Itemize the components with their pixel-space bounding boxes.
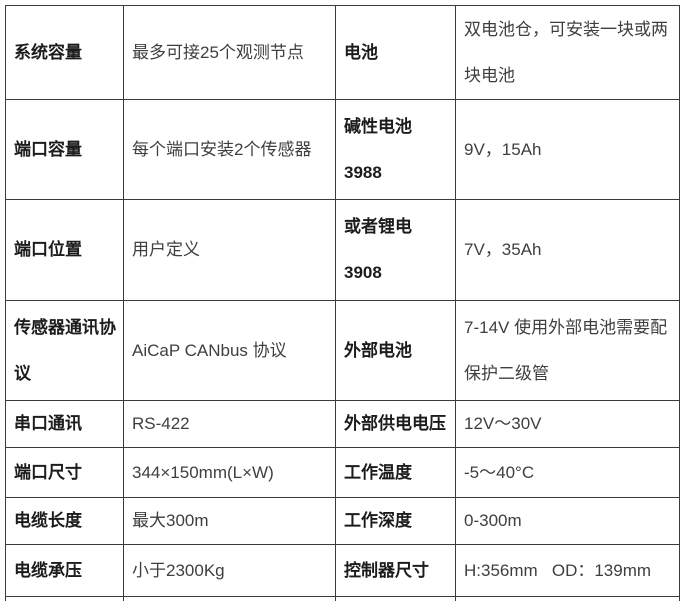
spec-value: 最多可接25个观测节点 (123, 5, 336, 100)
table-row: 端口容量 每个端口安装2个传感器 碱性电池 3988 9V，15Ah (5, 99, 680, 200)
spec-label: 碱性电池 3988 (335, 99, 456, 200)
spec-value: 每个端口安装2个传感器 (123, 99, 336, 200)
spec-label: 或者锂电 3908 (335, 199, 456, 301)
table-row: 端口尺寸 344×150mm(L×W) 工作温度 -5～40°C (5, 447, 680, 498)
spec-label: 传感器通讯协 议 (5, 300, 124, 401)
spec-label: 串口通讯 (5, 400, 124, 448)
table-row: 串口通讯 RS-422 外部供电电压 12V～30V (5, 400, 680, 448)
spec-value (123, 596, 336, 601)
spec-label: 端口容量 (5, 99, 124, 200)
spec-label (335, 596, 456, 601)
spec-label (5, 596, 124, 601)
table-row: 系统容量 最多可接25个观测节点 电池 双电池仓，可安装一块或两 块电池 (5, 5, 680, 100)
table-row: 传感器通讯协 议 AiCaP CANbus 协议 外部电池 7-14V 使用外部… (5, 300, 680, 401)
spec-value: 12V～30V (455, 400, 680, 448)
spec-table: 系统容量 最多可接25个观测节点 电池 双电池仓，可安装一块或两 块电池 端口容… (5, 5, 680, 601)
spec-value: 双电池仓，可安装一块或两 块电池 (455, 5, 680, 100)
spec-label: 电缆长度 (5, 497, 124, 545)
spec-label: 工作深度 (335, 497, 456, 545)
table-row-partial (5, 596, 680, 601)
spec-value: H:356mm OD：139mm (455, 544, 680, 597)
spec-value: 344×150mm(L×W) (123, 447, 336, 498)
spec-label: 端口位置 (5, 199, 124, 301)
spec-label: 电池 (335, 5, 456, 100)
spec-value: 7V，35Ah (455, 199, 680, 301)
spec-label: 电缆承压 (5, 544, 124, 597)
spec-label: 外部供电电压 (335, 400, 456, 448)
spec-label: 外部电池 (335, 300, 456, 401)
table-row: 电缆承压 小于2300Kg 控制器尺寸 H:356mm OD：139mm (5, 544, 680, 597)
spec-label: 工作温度 (335, 447, 456, 498)
spec-label: 端口尺寸 (5, 447, 124, 498)
spec-value: 用户定义 (123, 199, 336, 301)
spec-label: 控制器尺寸 (335, 544, 456, 597)
spec-value (455, 596, 680, 601)
table-row: 电缆长度 最大300m 工作深度 0-300m (5, 497, 680, 545)
table-row: 端口位置 用户定义 或者锂电 3908 7V，35Ah (5, 199, 680, 301)
spec-value: 7-14V 使用外部电池需要配 保护二级管 (455, 300, 680, 401)
spec-value: RS-422 (123, 400, 336, 448)
spec-value: 小于2300Kg (123, 544, 336, 597)
spec-value: 0-300m (455, 497, 680, 545)
spec-value: 最大300m (123, 497, 336, 545)
spec-value: AiCaP CANbus 协议 (123, 300, 336, 401)
spec-label: 系统容量 (5, 5, 124, 100)
spec-value: 9V，15Ah (455, 99, 680, 200)
spec-value: -5～40°C (455, 447, 680, 498)
